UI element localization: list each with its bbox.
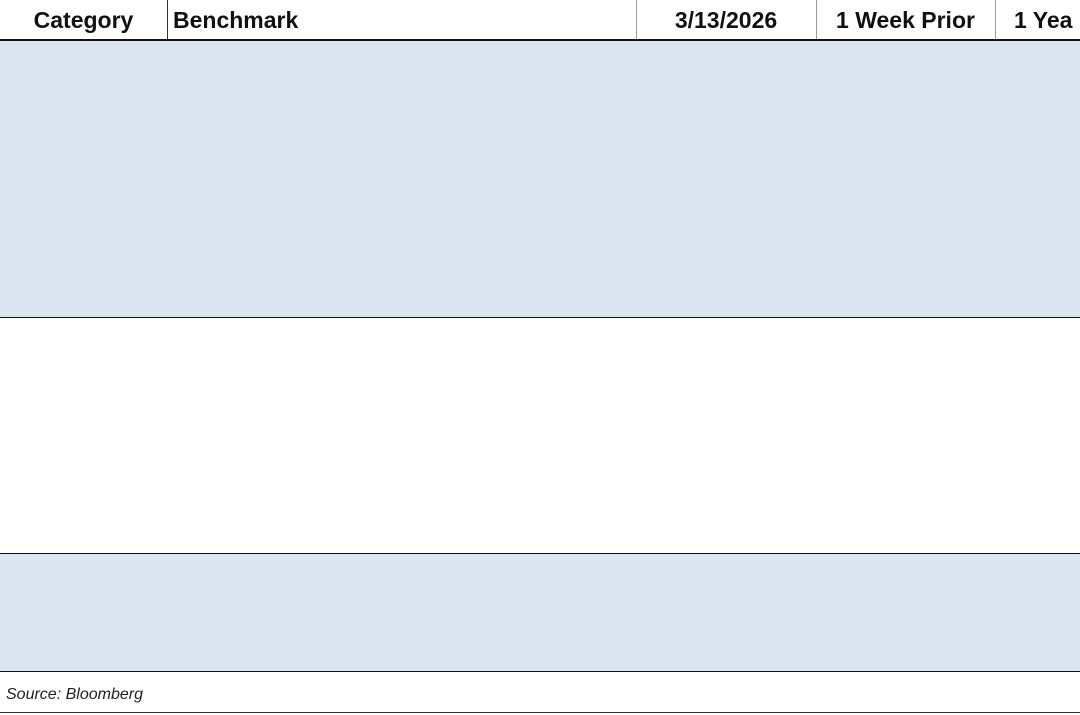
column-header: Benchmark	[173, 6, 299, 33]
section-divider	[0, 552, 1080, 555]
column-header: 1 Yea	[1014, 6, 1073, 33]
column-header: Category	[33, 6, 134, 33]
section-band	[0, 316, 1080, 554]
bottom-rule	[0, 712, 1080, 713]
section-band	[0, 553, 1080, 672]
section-band	[0, 41, 1080, 317]
section-divider	[0, 315, 1080, 318]
source-note: Source: Bloomberg	[6, 686, 143, 703]
header-rule	[0, 39, 1080, 41]
column-header: 1 Week Prior	[836, 6, 975, 33]
column-header: 3/13/2026	[674, 6, 778, 33]
section-divider	[0, 670, 1080, 673]
